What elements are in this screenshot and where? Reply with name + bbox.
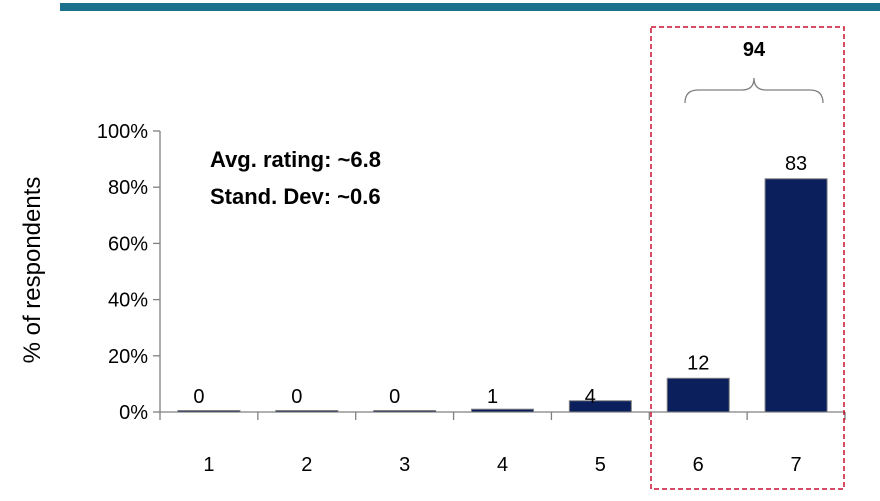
bar — [275, 410, 339, 413]
y-axis: 0% 20% 40% 60% 80% 100% — [97, 121, 161, 424]
data-label: 12 — [687, 352, 709, 374]
highlight-box — [650, 26, 845, 490]
x-tick-label: 6 — [693, 454, 704, 476]
y-axis-title: % of respondents — [19, 177, 46, 364]
data-label: 0 — [193, 386, 204, 408]
std-dev-note: Stand. Dev: ~0.6 — [210, 184, 381, 209]
bar — [471, 408, 534, 413]
data-label: 0 — [291, 386, 302, 408]
data-label: 4 — [585, 386, 596, 408]
x-tick-label: 7 — [791, 454, 802, 476]
bar — [666, 377, 730, 413]
x-tick-label: 2 — [301, 454, 312, 476]
bar — [568, 400, 632, 413]
y-tick-label: 40% — [108, 290, 148, 312]
bar — [373, 410, 437, 413]
y-tick-label: 100% — [97, 121, 148, 143]
data-labels: 0 0 0 1 4 12 83 — [193, 153, 807, 408]
y-tick-label: 0% — [119, 402, 148, 424]
y-tick-label: 20% — [108, 346, 148, 368]
y-tick-label: 80% — [108, 177, 148, 199]
data-label: 1 — [487, 386, 498, 408]
x-tick-label: 4 — [497, 454, 508, 476]
data-label: 0 — [389, 386, 400, 408]
x-tick-label: 3 — [399, 454, 410, 476]
highlight-sum-label: 94 — [743, 39, 766, 61]
data-label: 83 — [785, 153, 807, 175]
header-rule — [60, 3, 880, 11]
x-axis: 1 2 3 4 5 6 7 — [159, 411, 846, 476]
highlight-bracket — [684, 77, 824, 104]
bars — [177, 178, 828, 413]
x-tick-label: 1 — [203, 454, 214, 476]
bar — [764, 178, 828, 413]
avg-rating-note: Avg. rating: ~6.8 — [210, 147, 381, 172]
x-tick-label: 5 — [595, 454, 606, 476]
y-tick-label: 60% — [108, 233, 148, 255]
bar — [177, 410, 241, 413]
